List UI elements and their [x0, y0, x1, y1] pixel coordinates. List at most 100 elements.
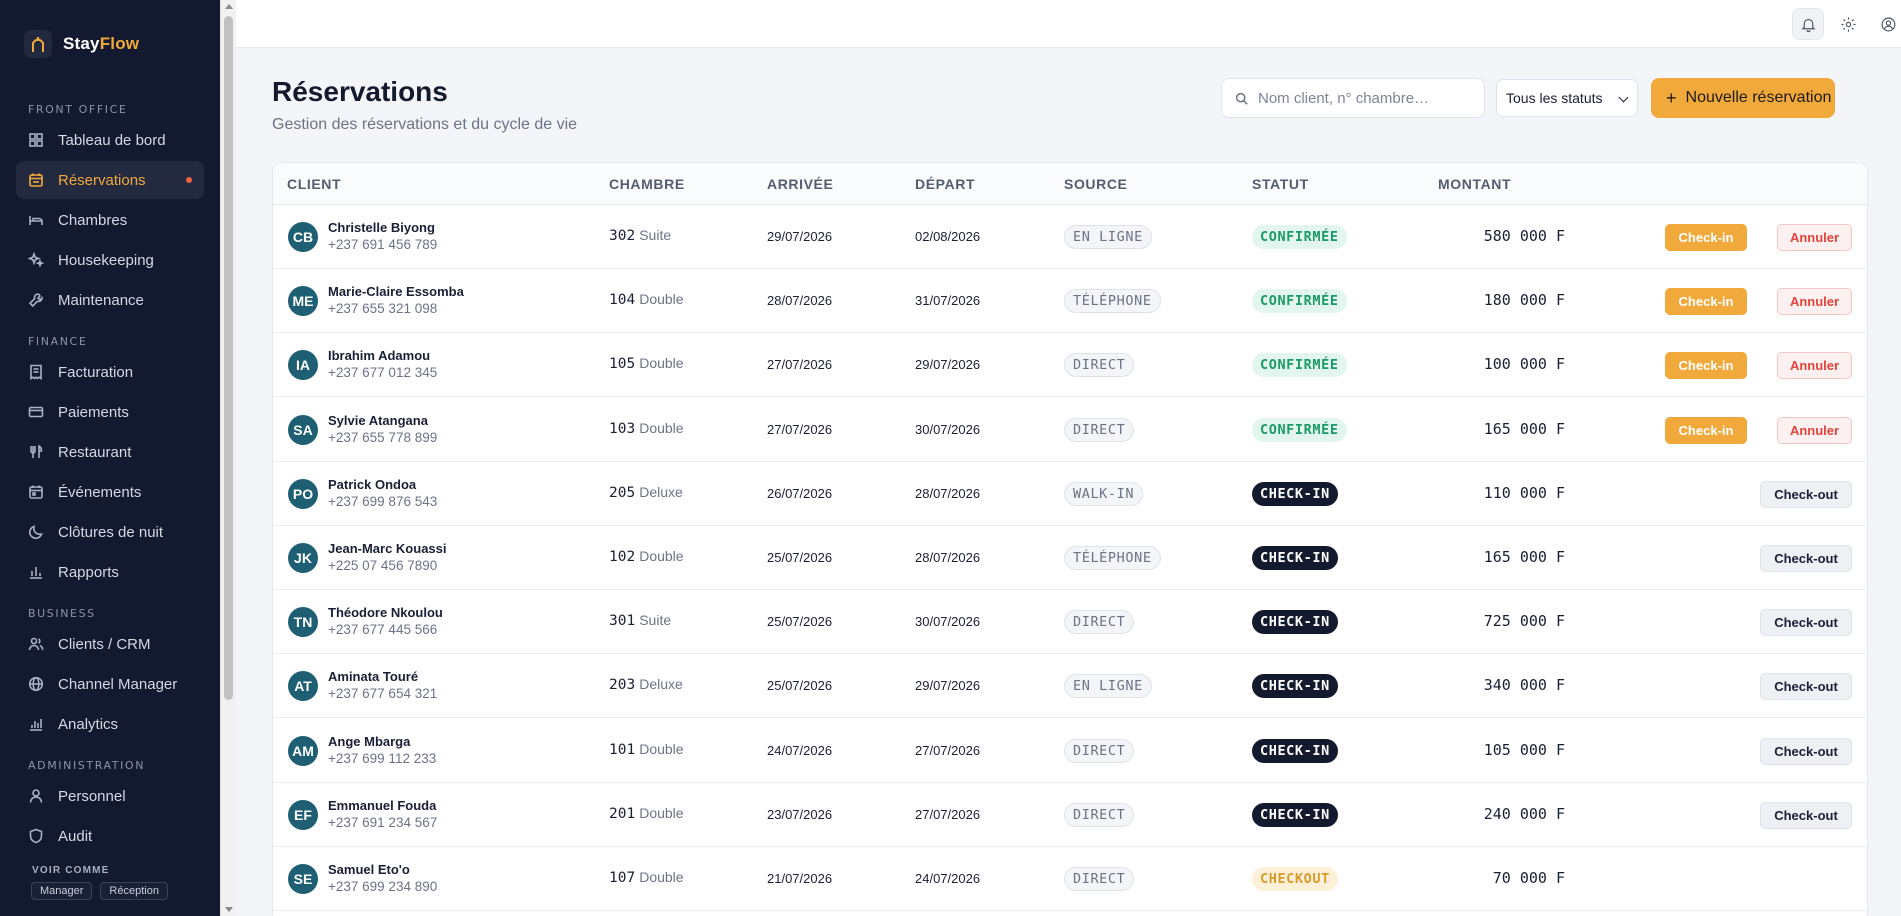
check-out-button[interactable]: Check-out	[1760, 801, 1852, 829]
room-type: Double	[639, 804, 684, 821]
table-row[interactable]: JK Jean-Marc Kouassi +225 07 456 7890 102 Do…	[273, 526, 1867, 590]
departure-date: 30/07/2026	[915, 614, 981, 630]
client-name[interactable]: Emmanuel Fouda	[328, 797, 437, 813]
sidebar-item-clotures-de-nuit[interactable]: Clôtures de nuit	[16, 513, 204, 551]
column-header-chambre[interactable]: CHAMBRE	[609, 176, 685, 192]
client-name[interactable]: Ange Mbarga	[328, 733, 411, 749]
sidebar-item-evenements[interactable]: Événements	[16, 473, 204, 511]
room-number: 301	[609, 613, 636, 630]
amount: 240 000 F	[1483, 804, 1565, 823]
bell-icon[interactable]	[1792, 8, 1824, 40]
room-number: 102	[609, 549, 636, 565]
sidebar-item-tableau-de-bord[interactable]: Tableau de bord	[16, 121, 204, 159]
client-name[interactable]: Patrick Ondoa	[328, 476, 417, 492]
sidebar-item-restaurant[interactable]: Restaurant	[16, 433, 204, 471]
column-header-statut[interactable]: STATUT	[1252, 176, 1309, 192]
room-cell: 203 Deluxe	[609, 676, 683, 693]
sidebar-item-label: Audit	[58, 827, 93, 845]
check-in-button[interactable]: Check-in	[1665, 288, 1747, 316]
check-out-button[interactable]: Check-out	[1760, 609, 1852, 637]
table-row[interactable]: TN Théodore Nkoulou +237 677 445 566 301 Sui…	[273, 590, 1867, 655]
client-name[interactable]: Samuel Eto'o	[328, 862, 410, 877]
section-label: ADMINISTRATION	[28, 758, 146, 772]
departure-date: 29/07/2026	[915, 357, 981, 373]
table-row[interactable]: SA Sylvie Atangana +237 655 778 899 103 Doub…	[273, 398, 1867, 462]
cancel-button[interactable]: Annuler	[1777, 416, 1852, 444]
source-badge: DIRECT	[1064, 738, 1135, 763]
table-row[interactable]: CB Christelle Biyong +237 691 456 789 302 Su…	[273, 205, 1867, 269]
column-header-depart[interactable]: DÉPART	[915, 176, 976, 192]
room-type: Deluxe	[639, 676, 683, 693]
brand[interactable]: StayFlow	[0, 0, 220, 88]
role-reception-button[interactable]: Réception	[100, 882, 168, 900]
amount: 70 000 F	[1492, 869, 1565, 887]
client-name[interactable]: Christelle Biyong	[328, 220, 435, 235]
client-name[interactable]: Ibrahim Adamou	[328, 348, 431, 364]
client-phone: +237 691 456 789	[328, 237, 438, 252]
scroll-up-arrow[interactable]	[225, 4, 233, 9]
room-cell: 201 Double	[609, 805, 684, 822]
user-circle-icon[interactable]	[1872, 8, 1901, 40]
sidebar-item-analytics[interactable]: Analytics	[16, 705, 204, 743]
new-reservation-button[interactable]: + Nouvelle réservation	[1651, 78, 1835, 118]
check-out-button[interactable]: Check-out	[1760, 480, 1852, 508]
column-header-source[interactable]: SOURCE	[1064, 176, 1128, 192]
column-header-arrivee[interactable]: ARRIVÉE	[767, 176, 834, 192]
check-in-button[interactable]: Check-in	[1665, 416, 1747, 444]
room-cell: 102 Double	[609, 548, 684, 565]
departure-date: 29/07/2026	[915, 678, 981, 694]
client-name[interactable]: Jean-Marc Kouassi	[328, 541, 447, 556]
table-row[interactable]: EF Emmanuel Fouda +237 691 234 567 201 Doubl…	[273, 783, 1867, 847]
role-manager-button[interactable]: Manager	[31, 882, 93, 900]
check-in-button[interactable]: Check-in	[1665, 352, 1747, 380]
search-field[interactable]	[1221, 78, 1485, 118]
room-cell: 101 Double	[609, 741, 684, 758]
sidebar-item-personnel[interactable]: Personnel	[16, 777, 204, 815]
sidebar-item-label: Tableau de bord	[58, 131, 166, 149]
check-out-button[interactable]: Check-out	[1760, 673, 1852, 701]
table-row[interactable]: SE Samuel Eto'o +237 699 234 890 107 Double 2…	[273, 847, 1867, 911]
bed-icon	[29, 216, 43, 225]
sidebar-item-maintenance[interactable]: Maintenance	[16, 281, 204, 319]
search-input[interactable]	[1258, 89, 1468, 107]
sidebar-scrollbar[interactable]	[220, 0, 236, 916]
sidebar-item-clients-crm[interactable]: Clients / CRM	[16, 625, 204, 663]
table-row[interactable]: IA Ibrahim Adamou +237 677 012 345 105 Doubl…	[273, 333, 1867, 398]
status-filter-select[interactable]: Tous les statuts	[1496, 79, 1638, 117]
sidebar-item-housekeeping[interactable]: Housekeeping	[16, 241, 204, 279]
client-phone: +237 699 234 890	[328, 879, 438, 894]
sidebar-item-reservations[interactable]: Réservations	[16, 161, 204, 199]
cancel-button[interactable]: Annuler	[1777, 288, 1852, 316]
table-row[interactable]: AM Ange Mbarga +237 699 112 233 101 Double 24…	[273, 719, 1867, 783]
column-header-client[interactable]: CLIENT	[287, 176, 342, 192]
scrollbar-thumb[interactable]	[224, 16, 233, 700]
gear-icon[interactable]	[1832, 8, 1864, 40]
sidebar-item-paiements[interactable]: Paiements	[16, 393, 204, 431]
reservations-table: CLIENT CHAMBRE ARRIVÉE DÉPART SOURCE STA…	[272, 162, 1868, 916]
cancel-button[interactable]: Annuler	[1777, 224, 1852, 251]
sidebar-item-chambres[interactable]: Chambres	[16, 201, 204, 239]
voir-comme-label: VOIR COMME	[32, 865, 110, 876]
client-phone: +237 699 876 543	[328, 493, 438, 509]
sidebar-item-audit[interactable]: Audit	[16, 817, 204, 855]
logo-icon	[24, 30, 52, 58]
client-name[interactable]: Marie-Claire Essomba	[328, 284, 464, 300]
arrival-date: 21/07/2026	[767, 871, 833, 886]
sidebar-item-rapports[interactable]: Rapports	[16, 553, 204, 591]
sidebar-item-channel-manager[interactable]: Channel Manager	[16, 665, 204, 703]
client-name[interactable]: Sylvie Atangana	[328, 412, 428, 428]
table-row[interactable]: AT Aminata Touré +237 677 654 321 203 Deluxe…	[273, 654, 1867, 719]
arrival-date: 25/07/2026	[767, 614, 833, 630]
column-header-montant[interactable]: MONTANT	[1438, 176, 1512, 192]
table-row[interactable]: ME Marie-Claire Essomba +237 655 321 098 10…	[273, 269, 1867, 334]
check-in-button[interactable]: Check-in	[1665, 224, 1747, 251]
scroll-down-arrow[interactable]	[225, 907, 233, 912]
sidebar-item-facturation[interactable]: Facturation	[16, 353, 204, 391]
cancel-button[interactable]: Annuler	[1777, 352, 1852, 380]
status-badge: CONFIRMÉE	[1252, 417, 1347, 442]
client-name[interactable]: Aminata Touré	[328, 669, 419, 685]
client-name[interactable]: Théodore Nkoulou	[328, 605, 443, 621]
check-out-button[interactable]: Check-out	[1760, 545, 1852, 572]
check-out-button[interactable]: Check-out	[1760, 737, 1852, 765]
table-row[interactable]: PO Patrick Ondoa +237 699 876 543 205 Deluxe…	[273, 462, 1867, 526]
